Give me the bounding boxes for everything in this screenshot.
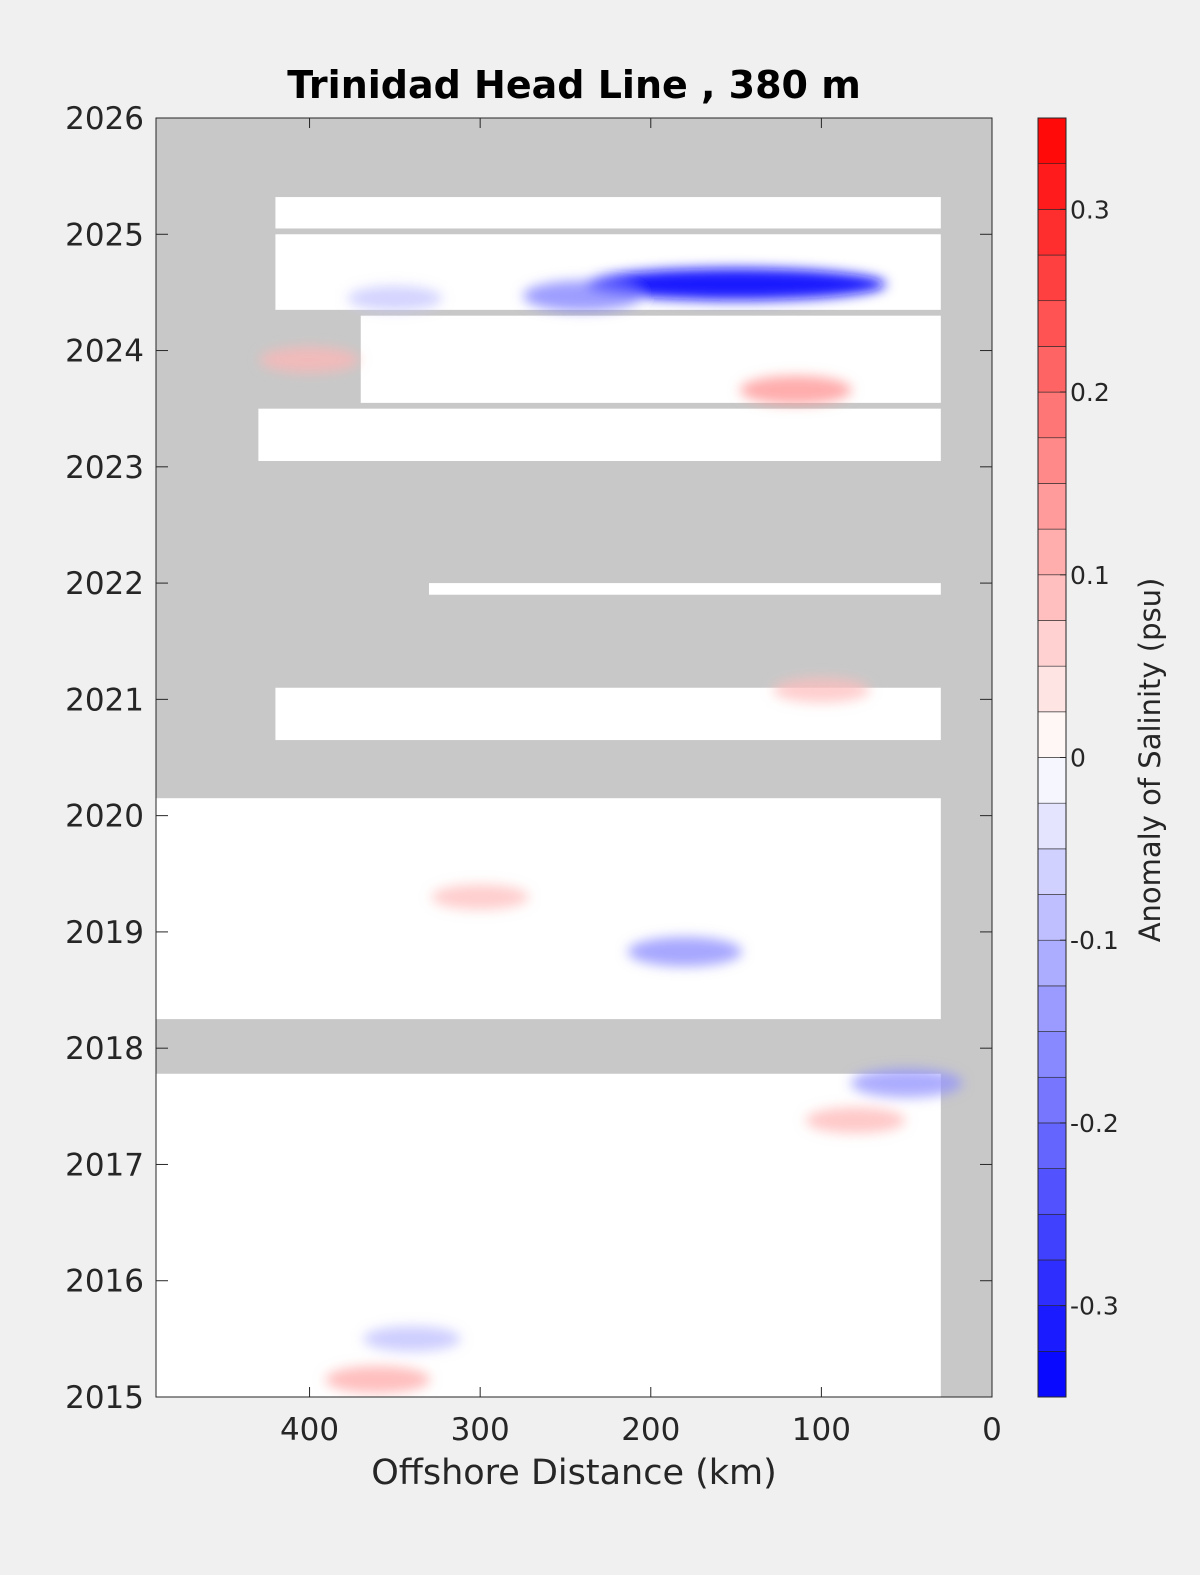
colorbar-segment (1037, 483, 1067, 530)
colorbar-tick-label: 0 (1070, 744, 1086, 773)
y-tick-label: 2026 (65, 101, 144, 137)
colorbar-segment (1037, 665, 1067, 713)
colorbar-segment (1037, 1305, 1067, 1352)
colorbar-segment (1037, 1259, 1067, 1306)
colorbar-segment (1037, 620, 1067, 667)
anomaly-blob (772, 677, 871, 703)
colorbar-segment (1037, 1351, 1067, 1398)
data-coverage-row (428, 583, 941, 595)
colorbar-tick-label: 0.1 (1070, 561, 1110, 590)
anomaly-blob (805, 1107, 906, 1134)
x-tick-label: 300 (451, 1412, 510, 1448)
colorbar-segment (1037, 1076, 1067, 1124)
y-tick-label: 2019 (65, 915, 144, 951)
colorbar-segment (1037, 346, 1067, 393)
x-axis: 400 300 200 100 0 (280, 118, 1002, 1448)
x-tick-label: 0 (982, 1412, 1002, 1448)
anomaly-layer (259, 268, 963, 1394)
colorbar-segment (1037, 391, 1067, 439)
colorbar-segment (1037, 209, 1067, 256)
colorbar-segment (1037, 939, 1067, 987)
colorbar-tick-label: -0.3 (1070, 1292, 1119, 1321)
colorbar-segment (1037, 894, 1067, 941)
plot-frame (155, 117, 993, 1398)
anomaly-blob (363, 1326, 461, 1352)
anomaly-blob (627, 936, 743, 967)
colorbar-tick-label: 0.2 (1070, 378, 1110, 407)
x-tick-label: 200 (621, 1412, 680, 1448)
colorbar-segment (1037, 300, 1067, 347)
anomaly-blob (347, 285, 443, 311)
colorbar-segment (1037, 1122, 1067, 1169)
colorbar-tick-label: -0.1 (1070, 926, 1119, 955)
colorbar-segment (1037, 757, 1067, 804)
y-tick-label: 2021 (65, 682, 144, 718)
anomaly-blob (259, 346, 360, 373)
plot-area (156, 118, 992, 1397)
colorbar-segment (1037, 1031, 1067, 1078)
x-tick-label: 400 (280, 1412, 339, 1448)
anomaly-blob (325, 1365, 431, 1394)
colorbar-segment (1037, 802, 1067, 850)
chart-title: Trinidad Head Line , 380 m (287, 63, 861, 107)
colorbar-segment (1037, 528, 1067, 576)
y-tick-label: 2025 (65, 217, 144, 253)
y-axis: 2015 2016 2017 2018 2019 2020 2021 2022 2023 2024… (65, 101, 992, 1416)
data-coverage-row (156, 1073, 941, 1397)
data-coverage-row (258, 408, 941, 462)
colorbar-tick-label: 0.3 (1070, 195, 1110, 224)
y-tick-label: 2017 (65, 1147, 144, 1183)
colorbar-segment (1037, 574, 1067, 621)
x-tick-label: 100 (792, 1412, 851, 1448)
colorbar-segment (1037, 437, 1067, 484)
colorbar-segment (1037, 117, 1067, 164)
y-tick-label: 2018 (65, 1031, 144, 1067)
x-axis-label: Offshore Distance (km) (371, 1453, 777, 1493)
anomaly-blob (431, 884, 529, 910)
data-coverage-row (275, 197, 941, 229)
y-tick-label: 2023 (65, 450, 144, 486)
colorbar-tick-label: -0.2 (1070, 1109, 1119, 1138)
anomaly-blob (522, 280, 643, 312)
anomaly-blob (850, 1068, 963, 1098)
colorbar-segment (1037, 1213, 1067, 1261)
colorbar-segment (1037, 848, 1067, 895)
y-tick-label: 2015 (65, 1380, 144, 1416)
colorbar: 0.3 0.2 0.1 0 -0.1 -0.2 -0.3 (1037, 117, 1119, 1398)
colorbar-label: Anomaly of Salinity (psu) (1133, 578, 1167, 943)
colorbar-segment (1037, 163, 1067, 210)
y-tick-label: 2020 (65, 799, 144, 835)
y-tick-label: 2016 (65, 1264, 144, 1300)
anomaly-blob (739, 375, 852, 405)
data-coverage-row (156, 798, 941, 1020)
y-tick-label: 2024 (65, 334, 144, 370)
colorbar-segment (1037, 254, 1067, 302)
data-coverage-row (360, 315, 941, 403)
anomaly-blob (586, 268, 887, 301)
colorbar-segment (1037, 711, 1067, 758)
colorbar-segment (1037, 1168, 1067, 1215)
y-tick-label: 2022 (65, 566, 144, 602)
colorbar-segment (1037, 985, 1067, 1032)
